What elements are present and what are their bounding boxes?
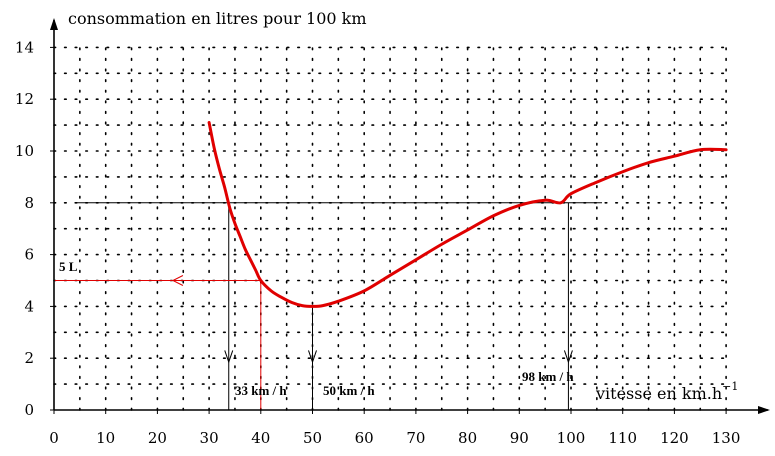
x-tick-label: 130 (712, 429, 741, 447)
y-tick-label: 4 (24, 297, 34, 315)
x-axis-arrowhead (758, 406, 770, 414)
x-tick-label: 30 (200, 429, 219, 447)
x-tick-label: 20 (148, 429, 167, 447)
x-tick-label: 0 (49, 429, 59, 447)
consumption-curve (207, 121, 728, 308)
y-axis-title: consommation en litres pour 100 km (68, 9, 367, 28)
annotation-98-kmh: 98 km / h (522, 369, 574, 384)
x-axis-title-exponent: −1 (722, 380, 738, 393)
axes (50, 18, 770, 414)
y-axis-arrowhead (50, 18, 58, 30)
dotted-grid (53, 38, 727, 411)
y-tick-label: 0 (24, 401, 34, 419)
y-tick-label: 2 (24, 349, 34, 367)
x-axis-title: vitesse en km.h−1 (595, 380, 738, 403)
x-tick-label: 110 (608, 429, 637, 447)
guide-arrow-33-head (224, 350, 234, 364)
guide-lines (54, 202, 603, 410)
x-tick-label: 60 (355, 429, 374, 447)
x-tick-label: 70 (406, 429, 425, 447)
guide-red-arrowhead (171, 275, 184, 286)
x-tick-label: 100 (557, 429, 586, 447)
guide-arrow-98-head (563, 350, 573, 364)
x-tick-label: 10 (96, 429, 115, 447)
y-tick-label: 10 (15, 142, 34, 160)
annotation-5-litres: 5 L (59, 259, 78, 274)
x-tick-label: 80 (458, 429, 477, 447)
y-tick-label: 12 (15, 90, 34, 108)
x-axis-title-text: vitesse en km.h (595, 384, 722, 403)
y-tick-labels: 0 2 4 6 8 10 12 14 (15, 38, 54, 419)
x-tick-labels: 0 10 20 30 40 50 60 70 80 90 100 110 120 130 (49, 410, 740, 447)
annotation-33-kmh: 33 km / h (235, 383, 287, 398)
annotation-50-kmh: 50 km / h (323, 383, 375, 398)
x-tick-label: 120 (660, 429, 689, 447)
x-tick-label: 40 (251, 429, 270, 447)
guide-arrow-50-head (308, 350, 317, 364)
x-tick-label: 90 (510, 429, 529, 447)
y-tick-label: 6 (24, 246, 34, 264)
y-tick-label: 8 (24, 194, 34, 212)
x-tick-label: 50 (303, 429, 322, 447)
y-tick-label: 14 (15, 38, 34, 56)
